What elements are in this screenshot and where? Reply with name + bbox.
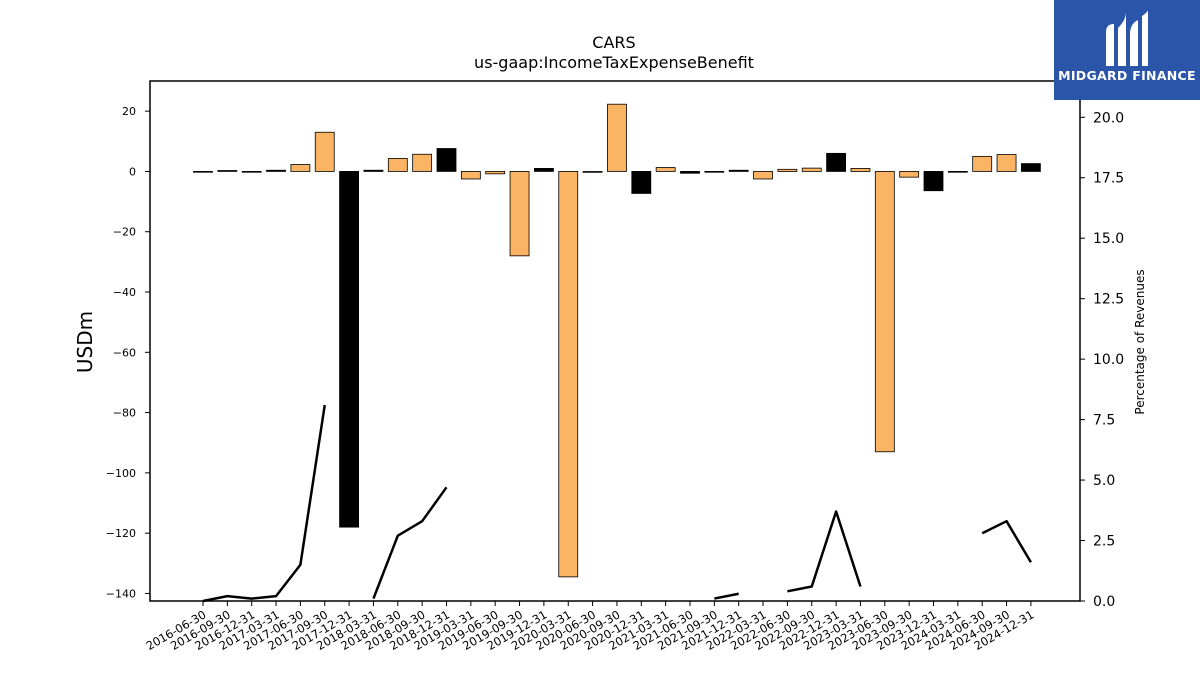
y-tick-label: 20 bbox=[122, 105, 136, 118]
chart-subtitle: us-gaap:IncomeTaxExpenseBenefit bbox=[474, 53, 754, 72]
bar bbox=[923, 171, 944, 192]
bar bbox=[217, 170, 238, 172]
bar bbox=[314, 131, 335, 172]
y2-tick-label: 5.0 bbox=[1093, 473, 1115, 489]
bar bbox=[266, 169, 286, 172]
bar bbox=[947, 171, 968, 173]
bar bbox=[801, 167, 822, 172]
line-group bbox=[202, 404, 1032, 603]
bar bbox=[436, 148, 457, 172]
series-line bbox=[981, 519, 1032, 563]
bar bbox=[850, 168, 871, 172]
bar bbox=[387, 158, 408, 172]
y-tick-label: −80 bbox=[113, 407, 136, 420]
series-line bbox=[787, 510, 862, 593]
bar bbox=[241, 171, 262, 173]
x-axis: 2016-06-302016-09-302016-12-312017-03-31… bbox=[144, 601, 1036, 653]
y2-tick-label: 12.5 bbox=[1093, 292, 1124, 308]
logo-mark-icon bbox=[1106, 10, 1148, 66]
y-tick-label: −60 bbox=[113, 346, 136, 359]
y-tick-label: −40 bbox=[113, 286, 136, 299]
bar bbox=[1021, 163, 1041, 172]
bar bbox=[558, 171, 579, 578]
y-tick-label: 0 bbox=[129, 165, 136, 178]
bar bbox=[607, 103, 627, 172]
y-axis-left: 20 0 −20 −40 −60 −80 −100 −120 −140 bbox=[106, 105, 150, 600]
bar bbox=[704, 171, 725, 173]
bar bbox=[363, 169, 384, 172]
y-tick-label: −140 bbox=[106, 587, 136, 600]
plot-frame bbox=[149, 80, 1081, 602]
y2-tick-label: 2.5 bbox=[1093, 534, 1115, 550]
bar bbox=[655, 167, 676, 172]
series-line bbox=[202, 404, 326, 603]
bar bbox=[728, 169, 749, 172]
bar bbox=[631, 171, 652, 194]
y-tick-label: −120 bbox=[106, 527, 136, 540]
bar bbox=[899, 171, 920, 178]
bar bbox=[193, 171, 213, 173]
bar bbox=[972, 155, 993, 172]
y-axis-right: 0.0 2.5 5.0 7.5 10.0 12.5 15.0 17.5 20.0 bbox=[1080, 110, 1124, 610]
y2-tick-label: 10.0 bbox=[1093, 352, 1124, 368]
bar bbox=[290, 164, 311, 172]
bar bbox=[339, 171, 360, 528]
chart-title: CARS bbox=[592, 33, 635, 52]
y2-axis-label: Percentage of Revenues bbox=[1133, 269, 1147, 414]
y2-tick-label: 15.0 bbox=[1093, 231, 1124, 247]
y2-tick-label: 0.0 bbox=[1093, 594, 1115, 610]
y-axis-label: USDm bbox=[73, 311, 97, 373]
bar bbox=[777, 168, 798, 172]
y-tick-label: −100 bbox=[106, 467, 136, 480]
bar bbox=[826, 152, 846, 172]
bar bbox=[996, 154, 1017, 172]
bar bbox=[874, 171, 895, 453]
series-line bbox=[372, 486, 448, 600]
y-tick-label: −20 bbox=[113, 226, 136, 239]
bar bbox=[534, 168, 554, 172]
bar bbox=[412, 153, 433, 172]
bar bbox=[485, 171, 506, 175]
bar-group bbox=[193, 103, 1041, 578]
bar bbox=[753, 171, 773, 180]
bar bbox=[582, 171, 603, 173]
y2-tick-label: 7.5 bbox=[1093, 413, 1115, 429]
logo-text: MIDGARD FINANCE bbox=[1058, 68, 1196, 83]
midgard-finance-logo: MIDGARD FINANCE bbox=[1054, 0, 1200, 100]
y2-tick-label: 20.0 bbox=[1093, 110, 1124, 126]
y2-tick-label: 17.5 bbox=[1093, 171, 1124, 187]
bar bbox=[680, 171, 700, 174]
bar bbox=[509, 171, 530, 257]
bar bbox=[460, 171, 481, 180]
series-line bbox=[714, 592, 739, 600]
